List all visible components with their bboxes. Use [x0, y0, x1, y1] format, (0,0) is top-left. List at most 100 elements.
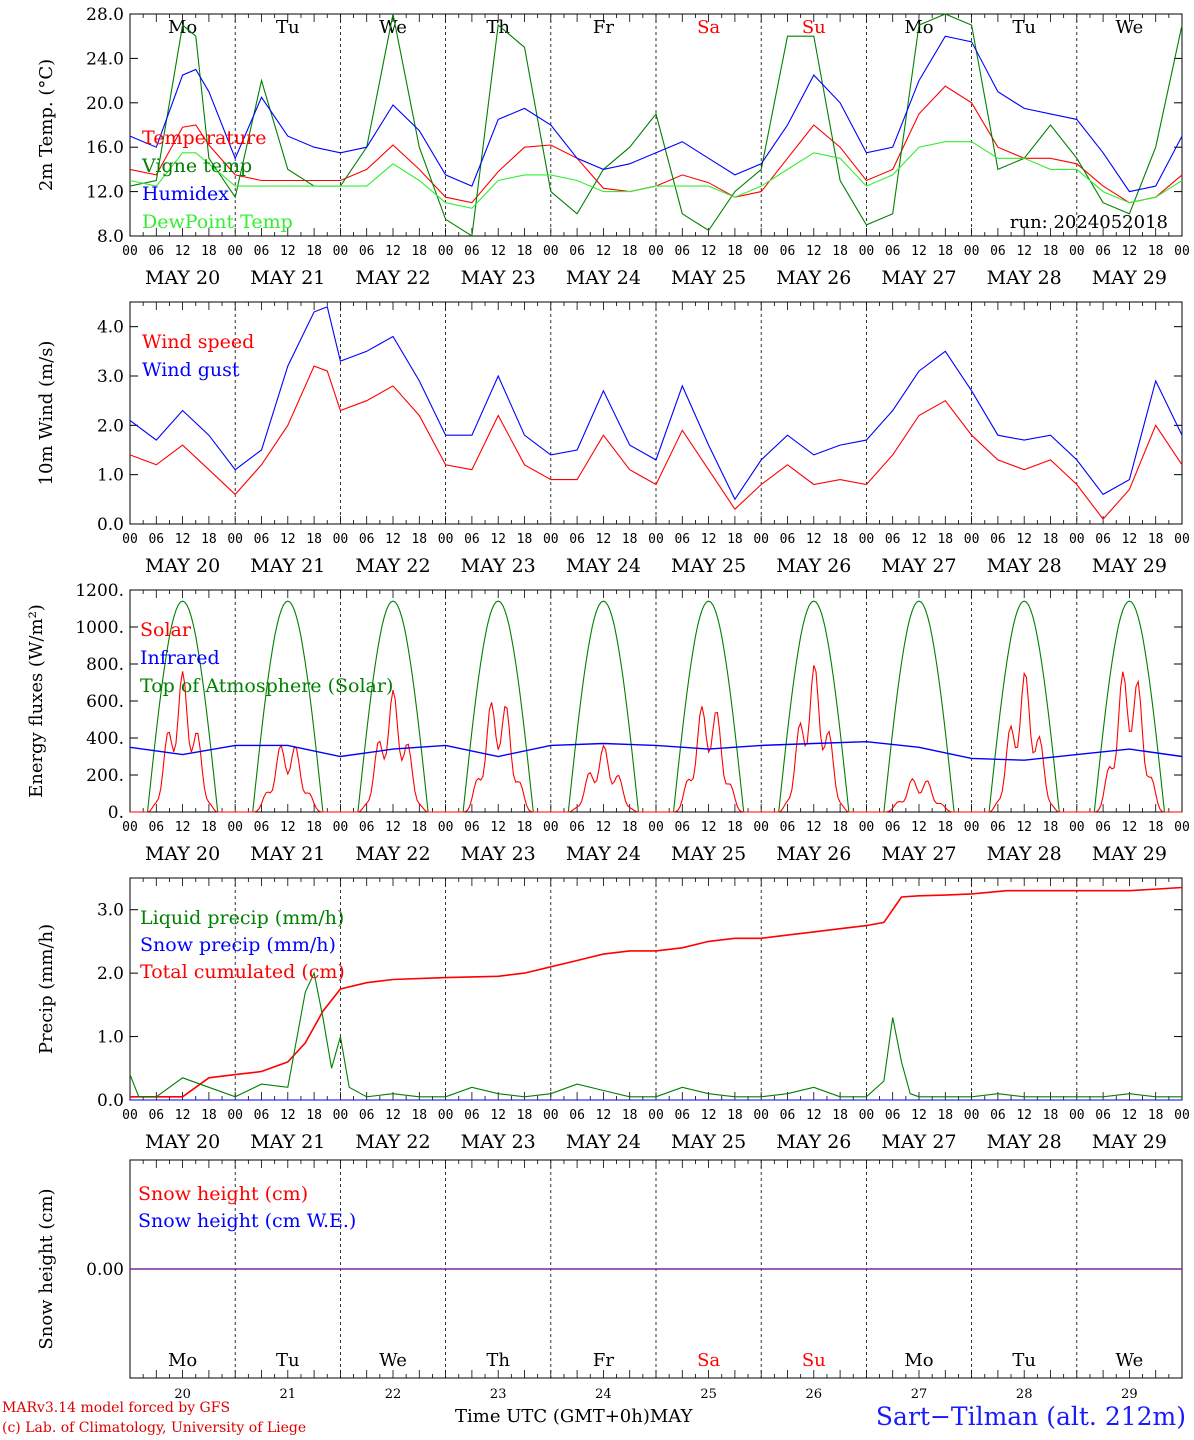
x-hour-label: 12 — [596, 532, 612, 547]
legend-entry: Total cumulated (cm) — [140, 961, 345, 983]
x-hour-label: 18 — [832, 244, 848, 259]
x-hour-label: 06 — [1095, 820, 1111, 835]
x-hour-label: 12 — [596, 244, 612, 259]
x-hour-label: 00 — [438, 1108, 454, 1123]
x-hour-label: 12 — [490, 820, 506, 835]
weekday-label: We — [1116, 1350, 1144, 1371]
x-hour-label: 00 — [543, 1108, 559, 1123]
legend-entry: Vigne temp — [141, 155, 252, 177]
x-hour-label: 06 — [674, 532, 690, 547]
x-hour-label: 12 — [385, 532, 401, 547]
x-hour-label: 06 — [148, 532, 164, 547]
x-hour-label: 00 — [543, 532, 559, 547]
x-hour-label: 06 — [254, 532, 270, 547]
x-hour-label: 18 — [1148, 532, 1164, 547]
x-hour-label: 12 — [1122, 244, 1138, 259]
x-hour-label: 18 — [1043, 244, 1059, 259]
y-axis-label: 10m Wind (m/s) — [36, 341, 57, 486]
x-hour-label: 18 — [937, 1108, 953, 1123]
x-hour-label: 18 — [727, 244, 743, 259]
y-tick-label: 24.0 — [86, 49, 124, 69]
x-date-label: MAY 22 — [355, 843, 430, 865]
x-hour-label: 18 — [1148, 244, 1164, 259]
x-hour-label: 18 — [727, 532, 743, 547]
x-hour-label: 00 — [438, 532, 454, 547]
x-hour-label: 12 — [490, 532, 506, 547]
x-hour-label: 06 — [780, 532, 796, 547]
y-axis-label: Snow height (cm) — [36, 1188, 57, 1349]
x-hour-label: 06 — [464, 532, 480, 547]
x-hour-label: 00 — [122, 244, 138, 259]
legend-entry: Solar — [140, 619, 192, 641]
y-tick-label: 0.0 — [97, 1091, 124, 1111]
x-hour-label: 06 — [569, 820, 585, 835]
day-number-label: 24 — [595, 1387, 612, 1402]
x-hour-label: 00 — [859, 1108, 875, 1123]
series-line-liquid-precip-mm-h- — [129, 971, 1182, 1098]
x-date-label: MAY 22 — [355, 1131, 430, 1153]
x-date-label: MAY 24 — [566, 555, 641, 577]
weekday-label: Th — [486, 1350, 510, 1371]
x-date-label: MAY 20 — [145, 267, 220, 289]
x-hour-label: 18 — [937, 244, 953, 259]
x-hour-label: 06 — [780, 244, 796, 259]
x-hour-label: 18 — [727, 820, 743, 835]
x-hour-label: 18 — [306, 532, 322, 547]
x-hour-label: 18 — [306, 244, 322, 259]
x-hour-label: 06 — [1095, 1108, 1111, 1123]
x-hour-label: 06 — [254, 820, 270, 835]
x-hour-label: 00 — [438, 244, 454, 259]
x-hour-label: 06 — [569, 532, 585, 547]
x-hour-label: 00 — [1174, 532, 1190, 547]
x-date-label: MAY 20 — [145, 555, 220, 577]
x-hour-label: 06 — [674, 820, 690, 835]
x-hour-label: 18 — [1148, 1108, 1164, 1123]
y-tick-label: 1200. — [75, 581, 124, 601]
x-hour-label: 00 — [333, 820, 349, 835]
day-number-label: 23 — [490, 1387, 507, 1402]
x-hour-label: 00 — [964, 532, 980, 547]
x-hour-label: 00 — [753, 532, 769, 547]
legend-entry: Snow precip (mm/h) — [140, 934, 336, 956]
x-hour-label: 00 — [333, 1108, 349, 1123]
x-date-label: MAY 21 — [250, 267, 325, 289]
x-hour-label: 12 — [385, 1108, 401, 1123]
day-number-label: 26 — [806, 1387, 823, 1402]
y-tick-label: 1.0 — [97, 1028, 124, 1048]
x-date-label: MAY 23 — [461, 1131, 536, 1153]
x-hour-label: 00 — [1174, 820, 1190, 835]
x-hour-label: 18 — [1043, 820, 1059, 835]
x-hour-label: 18 — [622, 1108, 638, 1123]
legend-entry: Wind gust — [142, 359, 240, 381]
x-hour-label: 00 — [648, 244, 664, 259]
x-hour-label: 00 — [648, 1108, 664, 1123]
x-hour-label: 00 — [1069, 532, 1085, 547]
x-hour-label: 12 — [280, 1108, 296, 1123]
y-tick-label: 0.00 — [86, 1260, 124, 1280]
x-hour-label: 00 — [964, 244, 980, 259]
x-hour-label: 18 — [201, 244, 217, 259]
x-hour-label: 12 — [596, 820, 612, 835]
y-tick-label: 800. — [86, 655, 124, 675]
x-hour-label: 12 — [175, 532, 191, 547]
x-hour-label: 06 — [359, 532, 375, 547]
lab-credit: (c) Lab. of Climatology, University of L… — [2, 1420, 307, 1436]
y-tick-label: 16.0 — [86, 138, 124, 158]
x-date-label: MAY 20 — [145, 1131, 220, 1153]
y-tick-label: 8.0 — [97, 227, 124, 247]
x-hour-label: 06 — [569, 1108, 585, 1123]
x-hour-label: 18 — [832, 1108, 848, 1123]
x-hour-label: 18 — [622, 532, 638, 547]
x-date-label: MAY 27 — [881, 843, 956, 865]
x-hour-label: 06 — [254, 1108, 270, 1123]
weekday-label: Tu — [276, 1350, 300, 1371]
x-hour-label: 06 — [464, 244, 480, 259]
x-hour-label: 00 — [964, 820, 980, 835]
x-hour-label: 06 — [674, 1108, 690, 1123]
legend-entry: Top of Atmosphere (Solar) — [140, 675, 393, 697]
x-hour-label: 00 — [753, 244, 769, 259]
x-hour-label: 18 — [517, 532, 533, 547]
x-hour-label: 00 — [227, 1108, 243, 1123]
day-number-label: 22 — [385, 1387, 402, 1402]
x-hour-label: 00 — [1069, 244, 1085, 259]
